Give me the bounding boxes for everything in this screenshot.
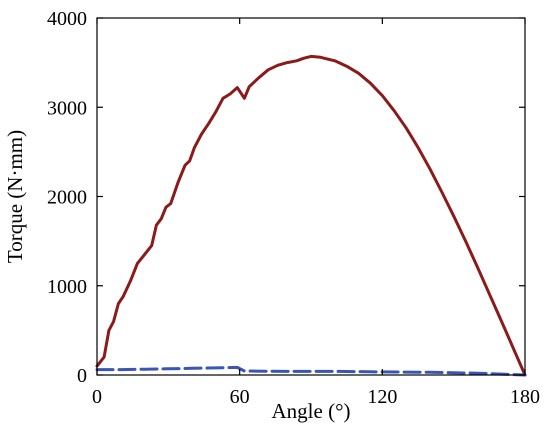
axes-frame <box>96 17 526 376</box>
x-tick-label: 0 <box>92 386 102 408</box>
series-line-2 <box>95 365 527 377</box>
x-tick-label: 180 <box>510 386 540 408</box>
y-axis-title: Torque (N·mm) <box>3 130 27 263</box>
y-tick-label: 0 <box>77 365 87 387</box>
x-tick-label: 60 <box>230 386 250 408</box>
y-tick-label: 4000 <box>47 8 87 30</box>
y-tick-label: 2000 <box>47 187 87 209</box>
x-axis-title: Angle (°) <box>272 399 351 423</box>
axes: 0 60 120 180 0 1000 2000 3000 4000 <box>47 8 540 408</box>
y-tick-label: 3000 <box>47 97 87 119</box>
y-tick-label: 1000 <box>47 276 87 298</box>
series-line-1 <box>95 54 527 377</box>
x-tick-label: 120 <box>367 386 397 408</box>
plot-area <box>95 54 527 377</box>
